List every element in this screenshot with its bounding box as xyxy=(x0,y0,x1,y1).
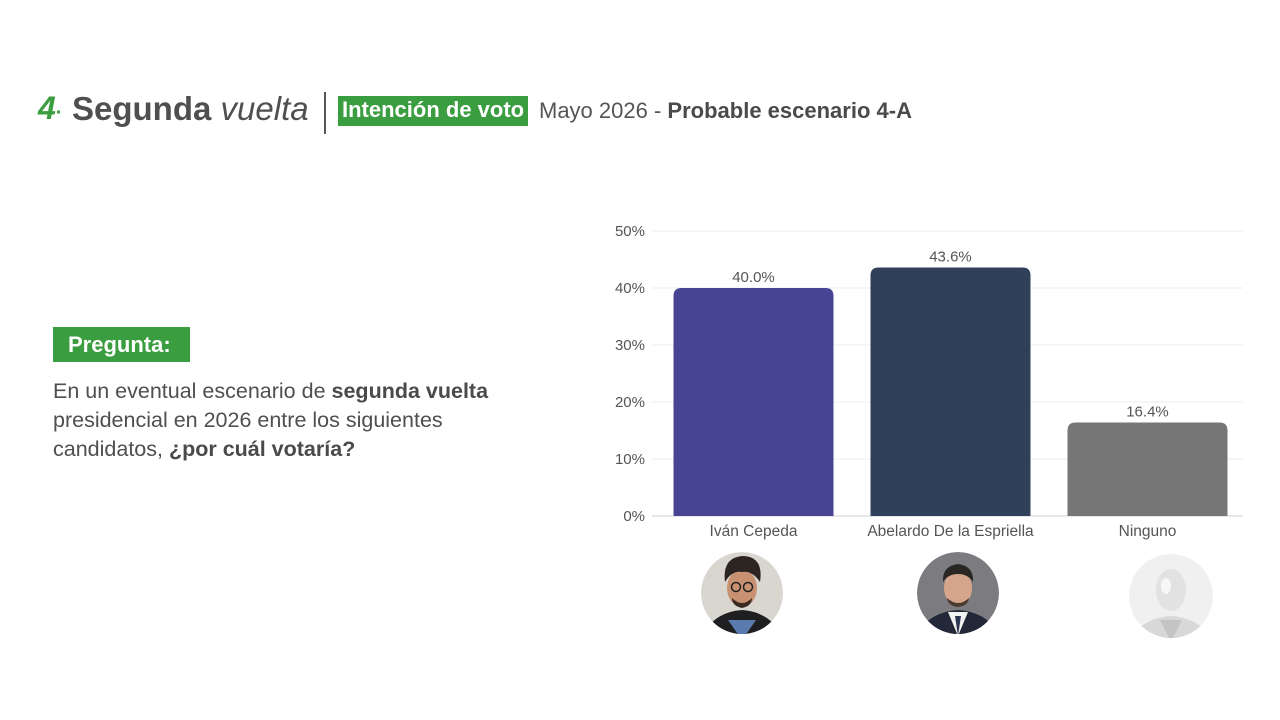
question-label: Pregunta: xyxy=(53,327,190,362)
bar-value-label: 40.0% xyxy=(732,269,775,286)
section-title: Segunda vuelta xyxy=(72,90,309,127)
header-subtitle: Mayo 2026 - Probable escenario 4-A xyxy=(539,98,912,123)
bar-value-label: 16.4% xyxy=(1126,404,1169,421)
topic-badge: Intención de voto xyxy=(338,96,529,126)
header-divider xyxy=(324,92,326,134)
candidate-2-avatar xyxy=(917,552,999,634)
y-tick-label: 50% xyxy=(615,223,645,240)
y-tick-label: 20% xyxy=(615,394,645,411)
bar xyxy=(1067,422,1228,516)
section-number: 4· xyxy=(38,90,63,126)
bar xyxy=(673,288,834,516)
x-category-label: Abelardo De la Espriella xyxy=(867,523,1034,540)
x-category-label: Ninguno xyxy=(1119,523,1177,540)
x-category-label: Iván Cepeda xyxy=(710,523,798,540)
bar-value-label: 43.6% xyxy=(929,248,972,265)
y-tick-label: 0% xyxy=(623,508,645,525)
bar xyxy=(870,267,1031,516)
y-tick-label: 40% xyxy=(615,280,645,297)
question-text: En un eventual escenario de segunda vuel… xyxy=(53,379,489,461)
ninguno-avatar xyxy=(1129,554,1213,638)
y-tick-label: 10% xyxy=(615,451,645,468)
y-tick-label: 30% xyxy=(615,337,645,354)
candidate-1-avatar xyxy=(701,552,783,634)
